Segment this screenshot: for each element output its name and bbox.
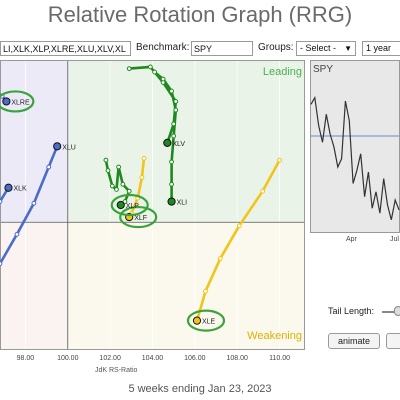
point-xlp [114, 187, 119, 192]
quadrant-label-weakening: Weakening [247, 330, 302, 342]
highlight-circle-xlre [0, 90, 35, 113]
series-label-xlp: XLP [126, 203, 140, 210]
series-label-xlu: XLU [62, 144, 76, 151]
x-tick-label: 100.00 [57, 355, 79, 362]
point-xlv [171, 121, 177, 127]
highlight-circle-xle [186, 309, 226, 332]
series-label-xlf: XLF [134, 215, 147, 222]
point-xlp [109, 183, 115, 189]
x-tick-labels: 98.00 100.00 102.00 104.00 106.00 108.00 110.0… [17, 355, 290, 362]
spy-symbol-label: SPY [313, 64, 333, 75]
point-head-xlre [2, 97, 11, 106]
chart-gridlines [0, 60, 305, 350]
point-head-xlv [163, 138, 172, 147]
point-xlu [31, 200, 37, 206]
quadrant-lagging [0, 222, 68, 350]
tail-length-slider-track[interactable] [382, 311, 400, 313]
series-label-xlk: XLK [13, 186, 27, 193]
point-xlp [126, 188, 132, 194]
point-xli [152, 69, 158, 75]
spy-price-line [310, 95, 400, 220]
point-xle [236, 223, 242, 229]
groups-select-value: - Select - [300, 43, 337, 53]
benchmark-input[interactable]: SPY [191, 41, 253, 56]
x-tick-label: 106.00 [184, 355, 206, 362]
x-tick-label: 102.00 [99, 355, 121, 362]
benchmark-label: Benchmark: [136, 42, 190, 53]
point-xlp [116, 164, 122, 170]
animate-options-button[interactable] [386, 333, 400, 349]
chevron-down-icon: ▼ [344, 44, 352, 53]
point-head-xlp [116, 200, 125, 210]
highlight-circle-xlf [119, 205, 158, 229]
rrg-chart[interactable]: XLRE XLU XLK XLP XLF XLE XLI XLV 98.00 100.00 102… [0, 60, 305, 380]
point-xli [169, 88, 174, 94]
point-head-xlu [53, 142, 62, 151]
spy-x-tick-jul: Jul [390, 236, 399, 243]
point-xle [217, 256, 223, 261]
point-xle [203, 288, 208, 294]
symbols-input[interactable]: LI,XLK,XLP,XLRE,XLU,XLV,XL [0, 41, 131, 56]
x-tick-label: 110.00 [269, 355, 290, 362]
point-head-xle [192, 316, 202, 325]
rotation-points [0, 64, 282, 325]
point-xlp [120, 181, 126, 187]
spy-chart-frame [310, 60, 400, 233]
highlight-circle-xlp [110, 193, 149, 217]
groups-select[interactable]: - Select - ▼ [296, 41, 356, 56]
x-tick-label: 98.00 [17, 355, 35, 362]
point-xli [160, 76, 166, 82]
quadrant-backgrounds [0, 60, 305, 350]
point-xlv [147, 64, 153, 70]
x-axis-label: JdK RS-Ratio [95, 367, 138, 374]
quadrant-leading [67, 60, 305, 223]
point-xlf [139, 174, 145, 180]
point-xlk [0, 199, 3, 204]
x-tick-label: 104.00 [142, 355, 164, 362]
groups-label: Groups: [258, 42, 294, 53]
point-head-xli [167, 197, 176, 206]
point-xli [169, 181, 174, 187]
quadrant-label-leading: Leading [263, 66, 302, 78]
spy-price-chart: SPY Apr Jul [310, 60, 400, 243]
quadrant-improving [0, 60, 68, 223]
tail-length-label: Tail Length: [328, 306, 375, 316]
point-xle [260, 188, 266, 194]
tail-xle [195, 158, 281, 323]
point-xlp [103, 157, 109, 163]
point-xlf [141, 155, 147, 161]
tail-length-slider-handle[interactable] [394, 306, 400, 316]
point-xli [169, 159, 174, 165]
x-tick-label: 108.00 [227, 355, 249, 362]
point-xle [277, 157, 282, 163]
footer-date-range: 5 weeks ending Jan 23, 2023 [128, 383, 272, 395]
series-labels: XLRE XLU XLK XLP XLF XLE XLI XLV [11, 99, 215, 325]
quadrant-weakening [67, 222, 305, 350]
highlight-circles [0, 90, 226, 332]
animate-button[interactable]: animate [328, 333, 380, 349]
spy-x-tick-apr: Apr [346, 236, 358, 243]
page-title: Relative Rotation Graph (RRG) [47, 2, 353, 27]
period-select[interactable]: 1 year [362, 41, 400, 56]
point-xlv [126, 66, 132, 72]
series-label-xlv: XLV [172, 141, 185, 148]
point-xlu [46, 164, 52, 170]
point-xlp [122, 199, 128, 204]
series-label-xle: XLE [202, 319, 216, 326]
plot-frame [0, 60, 305, 350]
point-xlv [173, 99, 179, 104]
series-label-xlre: XLRE [11, 99, 30, 106]
point-xlu [14, 231, 20, 237]
period-select-value: 1 year [366, 43, 392, 53]
point-xlu [0, 261, 3, 267]
point-head-xlk [4, 183, 13, 192]
point-xlp [105, 168, 111, 173]
point-xli [171, 133, 177, 139]
series-label-xli: XLI [177, 200, 188, 207]
point-xli [173, 107, 179, 113]
